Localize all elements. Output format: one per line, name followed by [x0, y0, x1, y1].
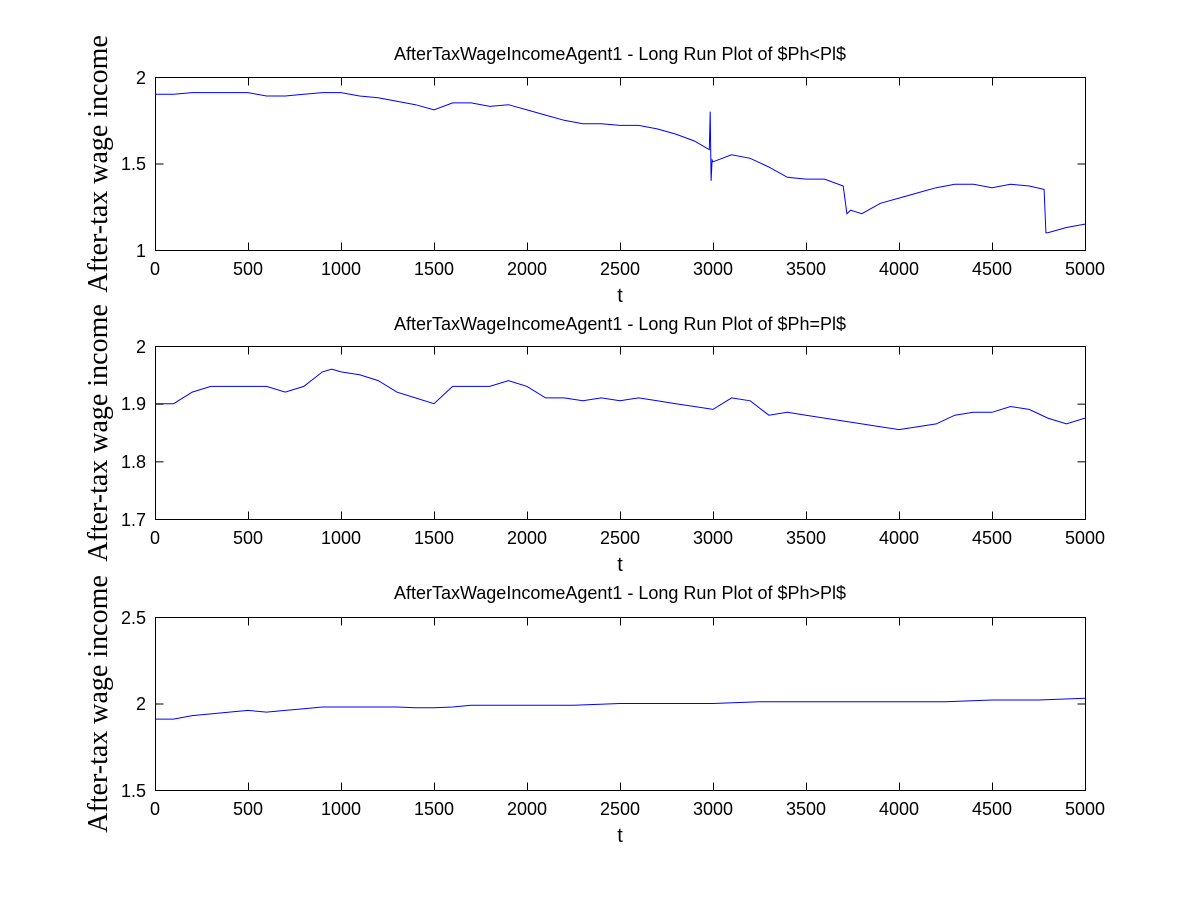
y-tick-label: 2.5 — [121, 608, 146, 628]
y-tick-label: 2 — [136, 694, 146, 714]
subplot-3-series-line — [155, 697, 1086, 720]
x-tick-label: 0 — [150, 799, 160, 819]
x-tick-label: 4000 — [879, 528, 919, 548]
subplot-2-ylabel: After-tax wage income — [83, 304, 114, 562]
subplot-3-xticks: 0 500 1000 1500 2000 2500 3000 3500 4000… — [150, 799, 1105, 819]
subplot-2: AfterTaxWageIncomeAgent1 - Long Run Plot… — [83, 304, 1105, 576]
subplot-1-series-line — [155, 92, 1086, 234]
y-tick-label: 1.5 — [121, 781, 146, 801]
x-tick-label: 2000 — [507, 799, 547, 819]
subplot-1-xlabel: t — [617, 285, 623, 307]
subplot-2-series-line — [155, 368, 1086, 431]
x-tick-label: 1500 — [414, 799, 454, 819]
y-tick-label: 2 — [136, 68, 146, 88]
subplot-2-title: AfterTaxWageIncomeAgent1 - Long Run Plot… — [394, 314, 846, 334]
subplot-1-series — [155, 92, 1086, 234]
x-tick-label: 3000 — [693, 799, 733, 819]
subplot-2-tick-marks — [155, 346, 1086, 520]
subplot-2-axes — [155, 346, 1086, 520]
x-tick-label: 0 — [150, 259, 160, 279]
x-tick-label: 2000 — [507, 259, 547, 279]
subplot-3: AfterTaxWageIncomeAgent1 - Long Run Plot… — [83, 575, 1105, 847]
x-tick-label: 5000 — [1065, 799, 1105, 819]
y-tick-label: 1.8 — [121, 452, 146, 472]
subplot-1-title: AfterTaxWageIncomeAgent1 - Long Run Plot… — [394, 44, 846, 64]
subplot-1: AfterTaxWageIncomeAgent1 - Long Run Plot… — [83, 35, 1105, 307]
x-tick-label: 2500 — [600, 528, 640, 548]
x-tick-label: 2500 — [600, 259, 640, 279]
subplot-2-xticks: 0 500 1000 1500 2000 2500 3000 3500 4000… — [150, 528, 1105, 548]
subplot-3-title: AfterTaxWageIncomeAgent1 - Long Run Plot… — [394, 583, 846, 603]
x-tick-label: 5000 — [1065, 259, 1105, 279]
x-tick-label: 1000 — [321, 259, 361, 279]
x-tick-label: 4500 — [972, 528, 1012, 548]
subplot-1-ylabel: After-tax wage income — [83, 35, 114, 293]
x-tick-label: 3500 — [786, 259, 826, 279]
subplot-1-tick-marks — [155, 77, 1086, 251]
subplot-1-xticks: 0 500 1000 1500 2000 2500 3000 3500 4000… — [150, 259, 1105, 279]
x-tick-label: 2500 — [600, 799, 640, 819]
x-tick-label: 500 — [233, 528, 263, 548]
subplot-2-series — [155, 368, 1086, 431]
subplot-2-yticks: 1.7 1.8 1.9 2 — [121, 337, 146, 530]
subplot-3-ylabel: After-tax wage income — [83, 575, 114, 833]
x-tick-label: 4000 — [879, 259, 919, 279]
subplot-3-tick-marks — [155, 617, 1086, 791]
x-tick-label: 0 — [150, 528, 160, 548]
x-tick-label: 1500 — [414, 259, 454, 279]
subplot-1-yticks: 1 1.5 2 — [121, 68, 146, 261]
x-tick-label: 3000 — [693, 259, 733, 279]
y-tick-label: 1.5 — [121, 154, 146, 174]
x-tick-label: 4500 — [972, 799, 1012, 819]
x-tick-label: 1500 — [414, 528, 454, 548]
y-tick-label: 1.7 — [121, 510, 146, 530]
x-tick-label: 5000 — [1065, 528, 1105, 548]
x-tick-label: 1000 — [321, 528, 361, 548]
y-tick-label: 2 — [136, 337, 146, 357]
x-tick-label: 4000 — [879, 799, 919, 819]
x-tick-label: 3000 — [693, 528, 733, 548]
subplot-3-xlabel: t — [617, 825, 623, 847]
x-tick-label: 500 — [233, 799, 263, 819]
x-tick-label: 500 — [233, 259, 263, 279]
y-tick-label: 1 — [136, 241, 146, 261]
subplot-2-xlabel: t — [617, 554, 623, 576]
x-tick-label: 3500 — [786, 528, 826, 548]
x-tick-label: 1000 — [321, 799, 361, 819]
x-tick-label: 3500 — [786, 799, 826, 819]
x-tick-label: 4500 — [972, 259, 1012, 279]
y-tick-label: 1.9 — [121, 394, 146, 414]
subplot-3-yticks: 1.5 2 2.5 — [121, 608, 146, 801]
x-tick-label: 2000 — [507, 528, 547, 548]
subplot-1-axes — [155, 77, 1086, 251]
subplot-3-series — [155, 697, 1086, 720]
